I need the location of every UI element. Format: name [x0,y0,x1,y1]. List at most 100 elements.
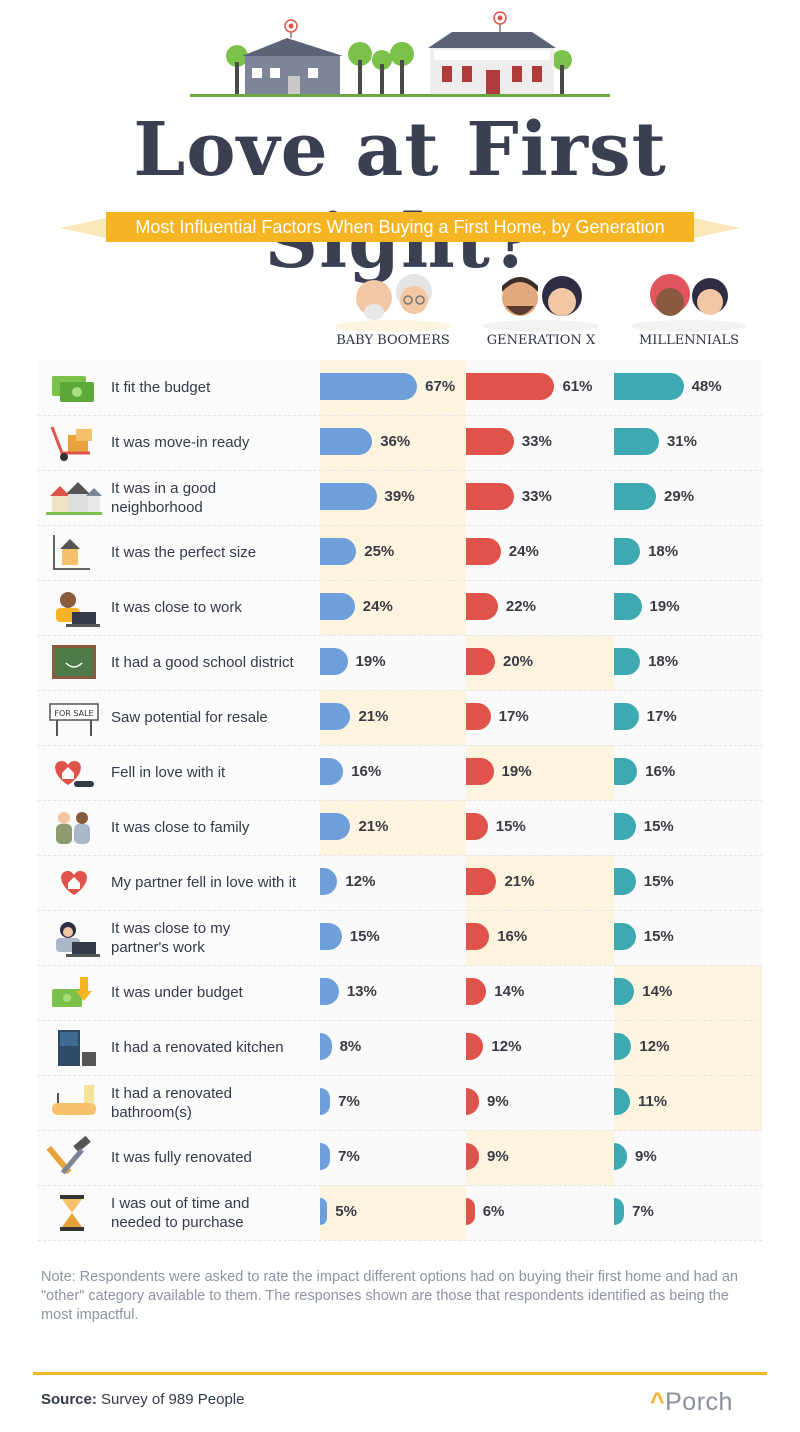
laptop-partner-icon [56,922,100,957]
cell-bg-baby-boomers [320,1130,468,1185]
bar-generation-x [466,1088,480,1115]
value-label-generation-x: 15% [495,818,526,835]
value-label-baby-boomers: 8% [339,1038,362,1055]
row-separator [38,470,762,471]
value-label-baby-boomers: 7% [338,1093,360,1110]
value-label-generation-x: 16% [497,928,528,945]
subtitle-ribbon [60,218,740,238]
value-label-baby-boomers: 13% [346,983,377,1000]
row-label-line: My partner fell in love with it [111,874,297,891]
row-label-line: It had a good school district [111,654,294,671]
bar-generation-x [466,868,497,895]
label-cell-bg [38,745,320,800]
value-label-millennials: 18% [648,543,679,560]
row-label-line: It had a renovated kitchen [111,1039,284,1056]
cell-bg-millennials [614,1185,762,1240]
cell-bg-baby-boomers [320,1075,468,1130]
value-label-generation-x: 21% [504,873,535,890]
value-label-generation-x: 6% [482,1203,505,1220]
value-label-generation-x: 9% [487,1093,509,1110]
row-label: My partner fell in love with it [111,855,316,910]
bar-millennials [614,538,641,565]
row-label-line: It was close to work [111,599,242,616]
bar-millennials [614,373,684,400]
value-label-baby-boomers: 39% [384,488,415,505]
heart-house-hand-icon [55,761,94,787]
bar-millennials [614,868,636,895]
row-label-line: It was close to family [111,819,250,836]
bar-millennials [614,1088,630,1115]
cell-bg-millennials [614,965,762,1020]
value-label-generation-x: 20% [503,653,534,670]
source-label: Source: [41,1391,97,1408]
row-label-line: needed to purchase [111,1213,244,1231]
value-label-baby-boomers: 21% [358,818,389,835]
row-label-line: partner's work [111,938,205,956]
row-label: It was under budget [111,965,316,1020]
bar-baby-boomers [320,758,344,785]
value-label-generation-x: 17% [498,708,529,725]
family-icon [56,812,90,844]
neighborhood-houses-icon [46,482,102,515]
cell-bg-millennials [614,1130,762,1185]
bar-baby-boomers [320,593,355,620]
fridge-kitchen-icon [58,1030,96,1066]
row-label: It was in a good neighborhood [111,470,316,525]
row-separator [38,855,762,856]
row-label: Fell in love with it [111,745,316,800]
row-label-line: It fit the budget [111,379,211,396]
row-label-line: It was fully renovated [111,1149,252,1166]
row-label-line: bathroom(s) [111,1103,192,1121]
bar-millennials [614,1143,628,1170]
brand-name: Porch [665,1388,733,1416]
bar-millennials [614,923,636,950]
svg-text:FOR SALE: FOR SALE [54,709,93,718]
bar-millennials [614,648,641,675]
cell-bg-millennials [614,855,762,910]
row-label-line: Saw potential for resale [111,709,268,726]
bar-generation-x [466,703,491,730]
cell-bg-generation-x [466,910,614,965]
laptop-worker-icon [56,592,100,627]
row-label-line: Fell in love with it [111,764,226,781]
footnote: Note: Respondents were asked to rate the… [41,1269,738,1323]
row-label: It was close to my partner's work [111,910,316,965]
money-icon [52,376,94,402]
generation-x-avatar [483,276,599,332]
house-size-icon [53,535,90,570]
heart-house-icon [61,871,87,895]
bar-millennials [614,483,657,510]
baby-boomers-avatar [335,274,451,332]
moving-dolly-icon [50,426,92,461]
row-label-line: It was close to my [111,919,231,937]
value-label-baby-boomers: 24% [362,598,393,615]
value-label-millennials: 15% [643,818,674,835]
value-label-millennials: 48% [691,378,722,395]
for-sale-sign-icon: FOR SALE [49,703,99,736]
row-label-line: It was move-in ready [111,434,250,451]
bar-baby-boomers [320,1143,331,1170]
cell-bg-millennials [614,1020,762,1075]
bar-generation-x [466,1198,475,1225]
bar-baby-boomers [320,703,351,730]
row-separator [38,965,762,966]
row-label: It was fully renovated [111,1130,316,1185]
cell-bg-millennials [614,800,762,855]
row-separator [38,745,762,746]
value-label-baby-boomers: 15% [349,928,380,945]
bar-millennials [614,703,639,730]
bar-millennials [614,758,638,785]
value-label-millennials: 14% [642,983,673,1000]
bar-baby-boomers [320,373,418,400]
value-label-baby-boomers: 21% [358,708,389,725]
cell-bg-generation-x [466,690,614,745]
cell-bg-baby-boomers [320,1185,468,1240]
value-label-millennials: 19% [649,598,680,615]
bar-generation-x [466,428,514,455]
row-label-line: I was out of time and [111,1194,250,1212]
bar-baby-boomers [320,923,342,950]
bar-generation-x [466,923,490,950]
row-label: It was close to work [111,580,316,635]
bar-generation-x [466,483,514,510]
bar-generation-x [466,1033,484,1060]
